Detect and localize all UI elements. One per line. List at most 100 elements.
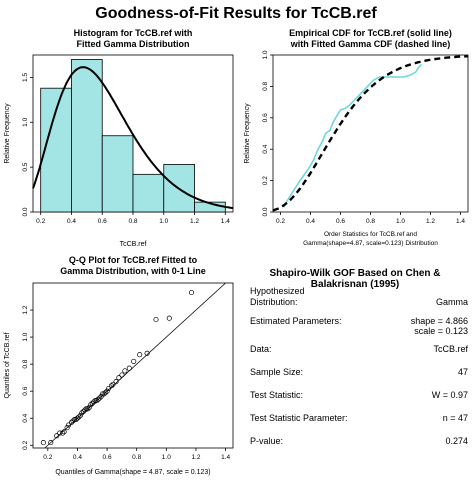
histogram-bar xyxy=(71,59,103,213)
y-tick-label: 0.4 xyxy=(262,144,269,153)
x-tick-label: 0.8 xyxy=(132,454,141,461)
qq-point xyxy=(131,358,137,364)
qq-point xyxy=(97,395,103,401)
histogram-bar xyxy=(101,135,134,213)
qq-point xyxy=(61,429,67,435)
qq-point xyxy=(110,381,116,387)
x-tick-label: 1.2 xyxy=(426,218,435,225)
y-tick-label: 0.2 xyxy=(22,440,29,449)
gof-row-value: scale = 0.123 xyxy=(414,326,468,336)
x-tick-label: 1.4 xyxy=(221,454,230,461)
gof-row-value: 47 xyxy=(457,367,468,377)
qq-point xyxy=(108,383,115,389)
qq-point xyxy=(83,406,89,412)
qq-point xyxy=(119,372,125,378)
gof-row-value: n = 47 xyxy=(442,413,468,423)
gof-row-value: 0.274 xyxy=(445,436,468,446)
histogram-bar xyxy=(40,87,72,213)
y-tick-label: 0.4 xyxy=(22,413,29,422)
qq-point xyxy=(68,419,75,425)
qq-point xyxy=(166,315,172,321)
x-axis-label: TcCB.ref xyxy=(120,241,147,248)
x-tick-label: 0.6 xyxy=(336,218,345,225)
qq-point xyxy=(113,379,119,385)
x-tick-label: 0.4 xyxy=(306,218,315,225)
x-tick-label: 1.4 xyxy=(221,218,230,225)
plot-title: Histogram for TcCB.ref with xyxy=(74,28,193,38)
qq-point xyxy=(57,430,63,436)
x-tick-label: 0.8 xyxy=(128,218,137,225)
y-tick-label: 0.0 xyxy=(22,207,29,216)
y-tick-label: 0.8 xyxy=(262,82,269,91)
fitted-gamma-density-line xyxy=(32,66,234,210)
gof-title: Shapiro-Wilk GOF Based on Chen & Balakri… xyxy=(269,268,441,290)
plot-title: Gamma Distribution, with 0-1 Line xyxy=(60,266,206,276)
x-axis-label: Gamma(shape=4.87, scale=0.123) Distribut… xyxy=(303,240,438,247)
qq-point xyxy=(76,414,82,420)
qq-point xyxy=(153,316,159,323)
gof-row-value: TcCB.ref xyxy=(433,344,468,354)
x-tick-label: 1.0 xyxy=(162,454,171,461)
y-axis-label: Relative Frequency xyxy=(244,103,251,164)
qq-point xyxy=(40,440,46,446)
gof-row-label: Test Statistic: xyxy=(250,390,304,400)
x-axis-label: Order Statistics for TcCB.ref and xyxy=(324,231,417,238)
gof-row-label: Estimated Parameters: xyxy=(250,316,342,326)
qq-point xyxy=(98,394,104,400)
y-tick-label: 1.2 xyxy=(22,305,29,314)
qq-point xyxy=(64,425,70,431)
y-tick-label: 0.6 xyxy=(22,386,29,395)
qq-point xyxy=(48,440,54,446)
y-tick-label: 0.0 xyxy=(262,207,269,216)
plot-frame xyxy=(32,282,234,449)
qq-point xyxy=(103,389,109,396)
qq-point xyxy=(94,398,100,404)
x-tick-label: 0.8 xyxy=(366,218,375,225)
gof-row-value: W = 0.97 xyxy=(431,390,468,400)
qq-point xyxy=(86,404,92,410)
plot-title: Q-Q Plot for TcCB.ref Fitted to xyxy=(69,255,198,265)
qq-point xyxy=(71,417,78,423)
plot-title: with Fitted Gamma CDF (dashed line) xyxy=(290,39,451,49)
qq-point xyxy=(54,433,60,439)
plot-frame xyxy=(272,54,469,213)
figure-title: Goodness-of-Fit Results for TcCB.ref xyxy=(95,5,377,22)
qq-point xyxy=(116,375,122,381)
qq-point xyxy=(88,402,94,408)
y-axis-label: Relative Frequency xyxy=(4,103,11,164)
y-tick-label: 1.0 xyxy=(22,332,29,341)
qq-point xyxy=(77,412,83,419)
qq-point xyxy=(60,430,66,436)
plot-title: Fitted Gamma Distribution xyxy=(76,39,189,49)
x-tick-label: 0.6 xyxy=(103,454,112,461)
qq-point xyxy=(126,365,132,371)
x-tick-label: 1.2 xyxy=(191,454,200,461)
qq-point xyxy=(101,391,107,397)
qq-point xyxy=(95,396,101,402)
y-tick-label: 1.0 xyxy=(262,50,269,59)
x-tick-label: 1.2 xyxy=(190,218,199,225)
qq-point xyxy=(144,350,150,356)
qq-point xyxy=(122,368,128,374)
x-tick-label: 0.2 xyxy=(276,218,285,225)
fitted-gamma-cdf-line xyxy=(272,55,469,212)
qq-point xyxy=(70,418,76,424)
plot-title: Empirical CDF for TcCB.ref (solid line) xyxy=(289,28,452,38)
gof-row-value: Gamma xyxy=(435,297,468,307)
y-tick-label: 0.2 xyxy=(262,176,269,185)
y-tick-label: 1.5 xyxy=(22,73,29,82)
x-axis-label: Quantiles of Gamma(shape = 4.87, scale =… xyxy=(55,469,210,476)
qq-point xyxy=(85,406,91,412)
qq-point xyxy=(74,415,80,421)
y-tick-label: 0.5 xyxy=(22,162,29,171)
gof-results-panel: Shapiro-Wilk GOF Based on Chen & Balakri… xyxy=(240,268,470,478)
x-tick-label: 1.0 xyxy=(396,218,405,225)
qq-point xyxy=(82,407,88,413)
x-tick-label: 0.4 xyxy=(73,454,82,461)
qq-point xyxy=(100,391,106,397)
y-tick-label: 0.8 xyxy=(22,359,29,368)
empirical-cdf-line xyxy=(282,63,423,208)
x-tick-label: 1.4 xyxy=(456,218,465,225)
histogram-bar xyxy=(132,173,165,213)
